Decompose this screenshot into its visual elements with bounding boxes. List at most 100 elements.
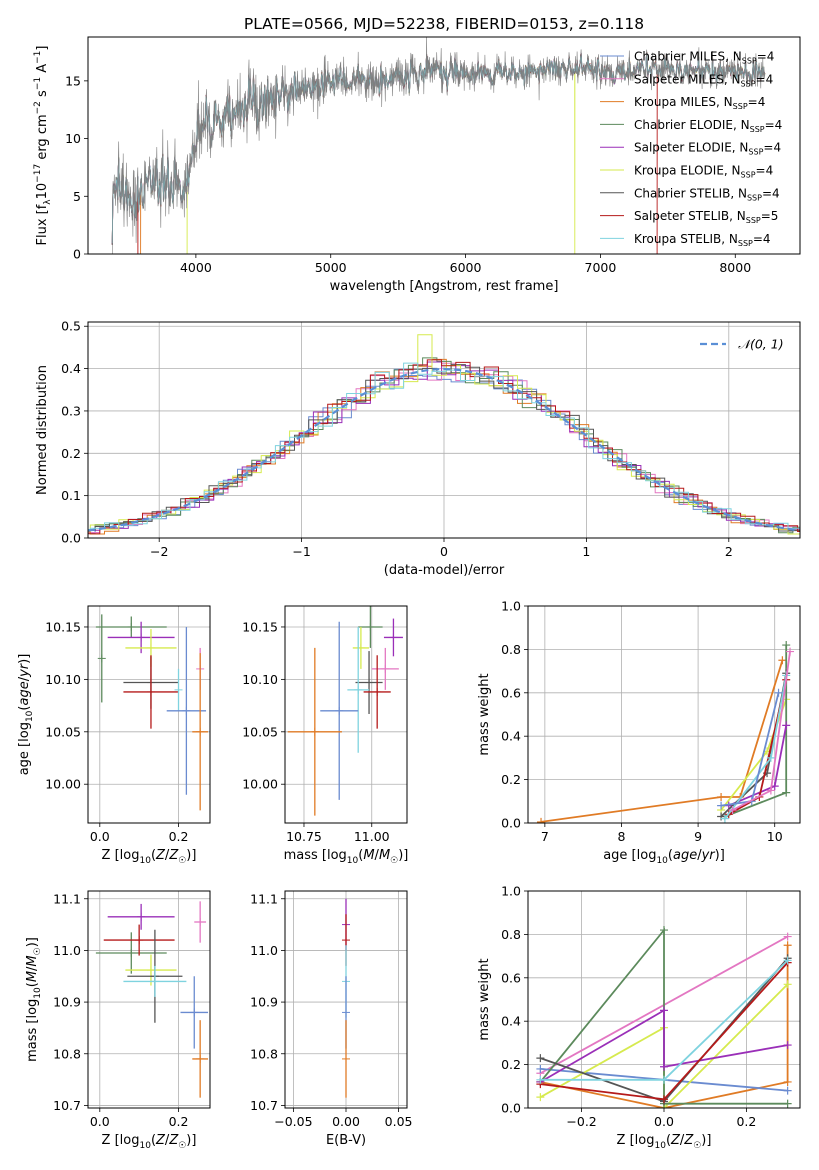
mass_vs_ebv-xtick-label: −0.05 [274, 1114, 312, 1129]
mass_weight_vs_age-ytick-label: 0.8 [501, 642, 521, 657]
mass-vs-z-point-2 [103, 924, 175, 956]
mass_weight_vs_age-ytick-label: 0.6 [501, 685, 521, 700]
residuals-xtick-label: 2 [725, 544, 733, 559]
spectrum-legend-label-chabrier_elodie: Chabrier ELODIE, NSSP=4 [634, 118, 782, 134]
spectrum-legend-label-kroupa_miles: Kroupa MILES, NSSP=4 [634, 95, 765, 111]
normal-curve [88, 367, 798, 532]
weight-vs-z-marker-chabrier_elodie [783, 1099, 792, 1108]
age_vs_Z-ylabel: age [log10(age/yr)] [17, 654, 35, 776]
mass_weight_vs_Z-xlabel: Z [log10(Z/Z☉)] [617, 1133, 712, 1151]
mass_vs_Z-ytick-label: 10.9 [53, 995, 81, 1010]
weight-vs-z-marker-chabrier_miles [536, 1064, 545, 1073]
age-vs-mass-point-1 [383, 618, 403, 657]
weight-vs-age-marker-salpeter_miles [766, 786, 775, 795]
mass_weight_vs_age-xtick-label: 10 [767, 829, 783, 844]
spectrum-ytick-label: 0 [73, 247, 81, 262]
age_vs_Z-ytick-label: 10.00 [45, 777, 81, 792]
mass_weight_vs_Z-ylabel: mass weight [477, 958, 492, 1040]
spectrum-frame [87, 36, 801, 255]
residuals-xtick-label: −1 [292, 544, 310, 559]
age_vs_Z-xtick-label: 0.2 [169, 829, 189, 844]
weight-vs-age-marker-kroupa_miles [778, 656, 787, 665]
age-vs-mass-point-6 [363, 655, 391, 729]
weight-vs-age-marker-salpeter_elodie [782, 721, 791, 730]
mass_vs_ebv-ytick-label: 10.9 [250, 995, 278, 1010]
weight-vs-z-marker-kroupa_miles [783, 941, 792, 950]
residuals-ytick-label: 0.3 [61, 403, 81, 418]
mass_weight_vs_age-xtick-label: 7 [541, 829, 549, 844]
mass_weight_vs_age-xlabel: age [log10(age/yr)] [603, 848, 725, 866]
mass_weight_vs_Z-ytick-label: 0.0 [501, 1101, 521, 1116]
mass_vs_Z-ytick-label: 10.7 [53, 1098, 81, 1113]
weight-vs-z-marker-kroupa_stelib [536, 1075, 545, 1084]
weight-vs-z-marker-kroupa_elodie [783, 980, 792, 989]
residuals-ytick-label: 0.1 [61, 488, 81, 503]
mass_weight_vs_age-ytick-label: 0.2 [501, 772, 521, 787]
spectrum-legend-label-chabrier_stelib: Chabrier STELIB, NSSP=4 [634, 186, 780, 202]
weight-vs-age-line-chabrier_elodie [724, 645, 788, 818]
age-vs-mass-point-0 [358, 606, 383, 648]
axes-frame-layer [84, 36, 801, 1112]
mass_vs_Z-ytick-label: 10.8 [53, 1046, 81, 1061]
weight-vs-z-marker-kroupa_stelib [660, 1075, 668, 1084]
age_vs_mass-ytick-label: 10.15 [242, 619, 278, 634]
age-vs-z-point-9 [192, 653, 209, 811]
mass_weight_vs_age-xtick-label: 8 [617, 829, 625, 844]
mass_vs_Z-ytick-label: 11.1 [53, 891, 81, 906]
age_vs_mass-plot-area [287, 606, 403, 816]
data-layer [88, 37, 800, 1108]
weight-vs-z-marker-salpeter_stelib [660, 1095, 668, 1104]
age-vs-z-point-0 [95, 616, 167, 638]
weight-vs-age-marker-chabrier_elodie [782, 641, 791, 650]
weight-vs-age-marker-kroupa_miles [717, 792, 726, 801]
residual-histogram-salpeter_stelib [88, 359, 800, 535]
mass_vs_ebv-plot-area [342, 898, 350, 1098]
age_vs_mass-xtick-label: 10.75 [286, 829, 322, 844]
age_vs_mass-ytick-label: 10.00 [242, 777, 278, 792]
spectrum-ytick-label: 5 [73, 189, 81, 204]
spectrum-xtick-label: 5000 [315, 260, 347, 275]
weight-vs-age-marker-kroupa_stelib [720, 814, 729, 823]
spectrum-ytick-label: 10 [65, 131, 81, 146]
weight-vs-age-marker-salpeter_miles [728, 805, 737, 814]
mass-vs-z-point-7 [180, 976, 209, 1049]
age-vs-z-point-8 [166, 626, 207, 795]
figure-title: PLATE=0566, MJD=52238, FIBERID=0153, z=0… [244, 15, 644, 33]
mass-vs-z-point-6 [194, 901, 207, 943]
residuals-ytick-label: 0.0 [61, 531, 81, 546]
age_vs_Z-ytick-label: 10.15 [45, 619, 81, 634]
mass_vs_Z-frame [87, 890, 211, 1109]
weight-vs-age-marker-kroupa_stelib [766, 753, 775, 762]
spectrum-legend-label-salpeter_stelib: Salpeter STELIB, NSSP=5 [634, 209, 778, 225]
mass_vs_ebv-ytick-label: 10.8 [250, 1046, 278, 1061]
spectrum-legend-label-salpeter_elodie: Salpeter ELODIE, NSSP=4 [634, 141, 781, 157]
mass_weight_vs_Z-ytick-label: 0.2 [501, 1057, 521, 1072]
mass_weight_vs_age-frame [527, 605, 801, 824]
spectrum-legend-label-kroupa_elodie: Kroupa ELODIE, NSSP=4 [634, 164, 773, 180]
residuals-plot-area [88, 334, 800, 535]
mass_vs_ebv-ytick-label: 11.0 [250, 943, 278, 958]
weight-vs-z-marker-salpeter_elodie [783, 1041, 792, 1050]
mass_weight_vs_Z-ytick-label: 0.6 [501, 970, 521, 985]
residuals-ylabel: Normed distribution [35, 365, 50, 495]
weight-vs-age-marker-kroupa_miles [537, 817, 546, 823]
weight-vs-z-marker-salpeter_miles [783, 932, 792, 941]
age-vs-z-point-6 [174, 668, 183, 711]
age_vs_mass-xlabel: mass [log10(M/M☉)] [284, 848, 409, 866]
spectrum-ytick-label: 15 [65, 73, 81, 88]
mass_weight_vs_Z-plot-area [536, 926, 792, 1108]
age_vs_mass-frame [284, 605, 408, 824]
weight-vs-z-line-kroupa_miles [540, 945, 789, 1108]
residual-legend-label: 𝒩(0, 1) [738, 337, 784, 352]
weight-vs-z-marker-chabrier_elodie [660, 926, 668, 935]
age_vs_mass-ytick-label: 10.05 [242, 724, 278, 739]
weight-vs-age-marker-chabrier_elodie [782, 788, 791, 797]
mass_weight_vs_Z-ytick-label: 0.8 [501, 927, 521, 942]
mass_vs_Z-xlabel: Z [log10(Z/Z☉)] [102, 1133, 197, 1151]
mass_weight_vs_age-xtick-label: 9 [694, 829, 702, 844]
weight-vs-z-marker-kroupa_stelib [783, 956, 792, 965]
spectrum-legend-label-kroupa_stelib: Kroupa STELIB, NSSP=4 [634, 232, 771, 248]
residual-histogram-kroupa_miles [88, 358, 800, 535]
mass-vs-z-point-8 [192, 1020, 209, 1098]
weight-vs-z-line-salpeter_elodie [539, 1008, 788, 1083]
